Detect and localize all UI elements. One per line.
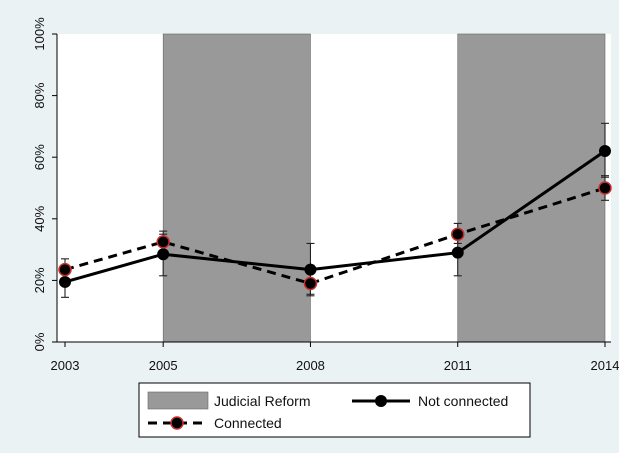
legend-marker-not-connected bbox=[375, 395, 387, 407]
axes: 0% 20% 40% 60% 80% 100% 2003 2005 2008 2011 2014 bbox=[32, 17, 619, 373]
marker-not-connected-2011 bbox=[451, 246, 464, 259]
marker-connected-2014 bbox=[598, 181, 612, 195]
legend: Judicial Reform Not connected Connected bbox=[138, 382, 531, 438]
legend-label-judicial-reform: Judicial Reform bbox=[214, 393, 310, 409]
y-tick-label-20: 20% bbox=[32, 267, 47, 293]
x-tick-label-2014: 2014 bbox=[591, 358, 619, 373]
y-tick-label-60: 60% bbox=[32, 144, 47, 170]
x-tick-label-2005: 2005 bbox=[149, 358, 178, 373]
judicial-reform-band-1 bbox=[162, 33, 311, 343]
marker-connected-2003 bbox=[58, 262, 72, 277]
plot-area bbox=[57, 33, 612, 343]
marker-connected-2008 bbox=[303, 276, 318, 291]
x-tick-label-2003: 2003 bbox=[51, 358, 80, 373]
marker-not-connected-2003 bbox=[59, 275, 71, 288]
legend-box bbox=[138, 382, 531, 438]
marker-not-connected-2005 bbox=[157, 248, 170, 261]
legend-label-connected: Connected bbox=[214, 415, 282, 431]
judicial-reform-band-2 bbox=[457, 33, 606, 343]
legend-marker-connected bbox=[170, 416, 184, 430]
y-tick-label-100: 100% bbox=[32, 17, 47, 51]
marker-connected-2011 bbox=[450, 227, 465, 241]
y-tick-label-80: 80% bbox=[32, 82, 47, 108]
x-tick-label-2008: 2008 bbox=[296, 358, 325, 373]
x-tick-label-2011: 2011 bbox=[444, 358, 472, 373]
marker-connected-2005 bbox=[156, 235, 170, 249]
legend-label-not-connected: Not connected bbox=[418, 393, 508, 409]
y-tick-label-40: 40% bbox=[32, 205, 47, 231]
marker-not-connected-2008 bbox=[304, 263, 317, 276]
y-tick-label-0: 0% bbox=[32, 332, 47, 351]
marker-not-connected-2014 bbox=[599, 145, 611, 158]
legend-swatch-judicial-reform bbox=[147, 391, 209, 410]
